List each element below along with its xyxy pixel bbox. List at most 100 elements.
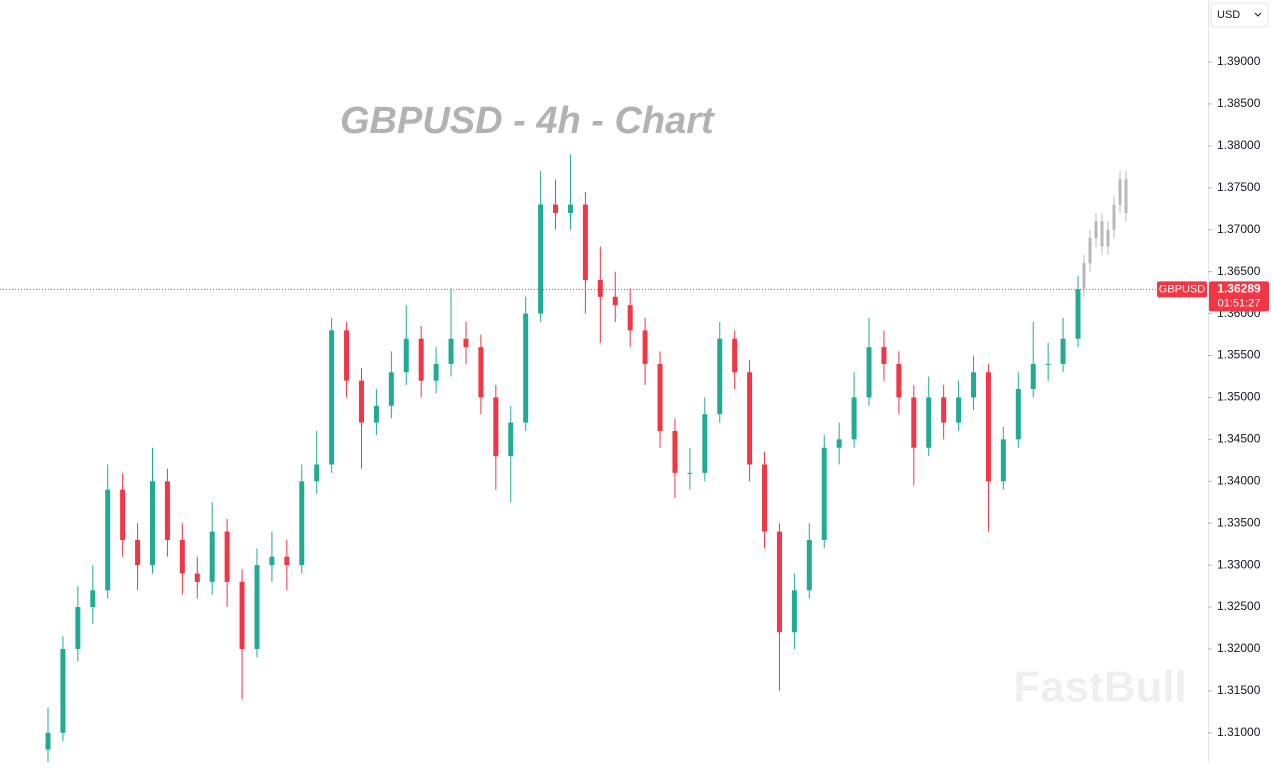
y-tick-label: 1.38500 <box>1217 96 1261 110</box>
candle-body <box>687 472 693 474</box>
candle-body <box>657 363 663 431</box>
candle-body <box>478 347 484 398</box>
candle-body <box>329 330 335 465</box>
candle-body <box>388 372 394 406</box>
candle-body <box>269 556 275 566</box>
candle-body <box>776 531 782 633</box>
dropdown-icon <box>1254 12 1262 17</box>
candle-body <box>1075 289 1081 339</box>
candle-body <box>1030 363 1036 390</box>
candle-body <box>582 204 588 281</box>
candle-body <box>60 648 66 733</box>
candle-body <box>1015 389 1021 440</box>
candle-body <box>314 464 320 482</box>
candle-body <box>881 347 887 364</box>
price-tag: 1.36289 <box>1217 282 1261 296</box>
y-tick-label: 1.31000 <box>1217 725 1261 739</box>
candle-body <box>732 338 738 373</box>
watermark: FastBull <box>1013 663 1187 712</box>
candle-body <box>105 489 111 591</box>
candle-body <box>762 464 768 532</box>
currency-label[interactable]: USD <box>1217 9 1240 21</box>
candle-body <box>179 539 185 574</box>
price-tag-bg <box>1209 281 1269 312</box>
candle-body <box>553 204 559 213</box>
candle-body <box>1045 363 1051 365</box>
candle-body <box>1100 221 1104 247</box>
candle-body <box>224 531 230 582</box>
candle-body <box>418 338 424 381</box>
plot <box>45 154 1128 763</box>
candle-body <box>747 372 753 465</box>
candle-body <box>911 397 917 448</box>
candle-body <box>194 573 200 582</box>
candle-body <box>373 405 379 423</box>
candle-body <box>926 397 932 448</box>
candle-body <box>448 338 454 364</box>
candle-body <box>642 330 648 364</box>
candle-body <box>209 531 215 582</box>
candle-body <box>523 313 529 423</box>
candle-body <box>612 296 618 306</box>
candle-body <box>299 481 305 566</box>
candle-body <box>567 204 573 213</box>
countdown: 01:51:27 <box>1218 297 1261 309</box>
y-tick-label: 1.35500 <box>1217 348 1261 362</box>
candle-body <box>1124 179 1128 213</box>
y-tick-label: 1.34000 <box>1217 473 1261 487</box>
candle-body <box>45 732 51 750</box>
candle-body <box>1088 238 1092 264</box>
currency-select[interactable] <box>1210 2 1269 28</box>
candle-body <box>1060 338 1066 364</box>
candle-body <box>702 414 708 473</box>
candle-body <box>493 397 499 457</box>
candle-body <box>239 581 245 649</box>
candle-body <box>433 363 439 381</box>
y-tick-label: 1.37000 <box>1217 222 1261 236</box>
candle-body <box>1112 204 1116 230</box>
candle-body <box>358 380 364 423</box>
candle-body <box>1082 263 1086 289</box>
candle-body <box>806 539 812 591</box>
candle-body <box>941 397 947 423</box>
symbol-tag-bg <box>1157 281 1207 298</box>
candle-body <box>1000 439 1006 482</box>
candle-body <box>971 372 977 398</box>
candle-body <box>896 363 902 398</box>
candle-body <box>284 556 290 566</box>
y-tick-label: 1.33000 <box>1217 557 1261 571</box>
y-tick-label: 1.35000 <box>1217 390 1261 404</box>
candle-body <box>866 347 872 398</box>
candle-body <box>75 607 81 649</box>
candle-body <box>597 280 603 297</box>
y-tick-label: 1.36500 <box>1217 264 1261 278</box>
candle-body <box>627 305 633 331</box>
candle-body <box>821 447 827 540</box>
candle-body <box>791 590 797 633</box>
candle-body <box>851 397 857 440</box>
candle-body <box>149 481 155 566</box>
candle-body <box>164 481 170 540</box>
candle-body <box>463 338 469 348</box>
y-tick-label: 1.33500 <box>1217 515 1261 529</box>
candle-body <box>1094 221 1098 239</box>
candle-body <box>344 330 350 381</box>
candle-body <box>90 590 96 608</box>
candle-body <box>1106 229 1110 247</box>
candle-body <box>672 430 678 473</box>
candle-body <box>985 372 991 482</box>
y-tick-label: 1.34500 <box>1217 432 1261 446</box>
candle-body <box>717 338 723 415</box>
y-tick-label: 1.39000 <box>1217 54 1261 68</box>
y-tick-label: 1.37500 <box>1217 180 1261 194</box>
candle-body <box>508 422 514 457</box>
y-tick-label: 1.38000 <box>1217 138 1261 152</box>
y-tick-label: 1.31500 <box>1217 683 1261 697</box>
chart-title: GBPUSD - 4h - Chart <box>340 100 715 142</box>
candle-body <box>135 539 141 566</box>
candle-body <box>956 397 962 423</box>
candle-body <box>1118 179 1122 205</box>
candle-body <box>538 204 544 314</box>
